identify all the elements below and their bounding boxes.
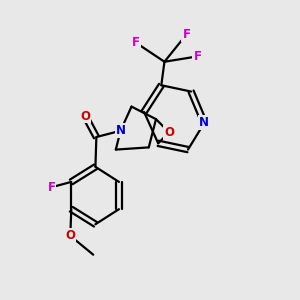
Text: F: F bbox=[194, 50, 201, 63]
Text: N: N bbox=[199, 116, 209, 129]
Text: O: O bbox=[164, 126, 174, 139]
Text: O: O bbox=[65, 230, 75, 242]
Text: F: F bbox=[182, 28, 190, 41]
Text: F: F bbox=[47, 181, 56, 194]
Text: O: O bbox=[80, 110, 90, 122]
Text: F: F bbox=[132, 36, 140, 50]
Text: N: N bbox=[116, 124, 125, 137]
